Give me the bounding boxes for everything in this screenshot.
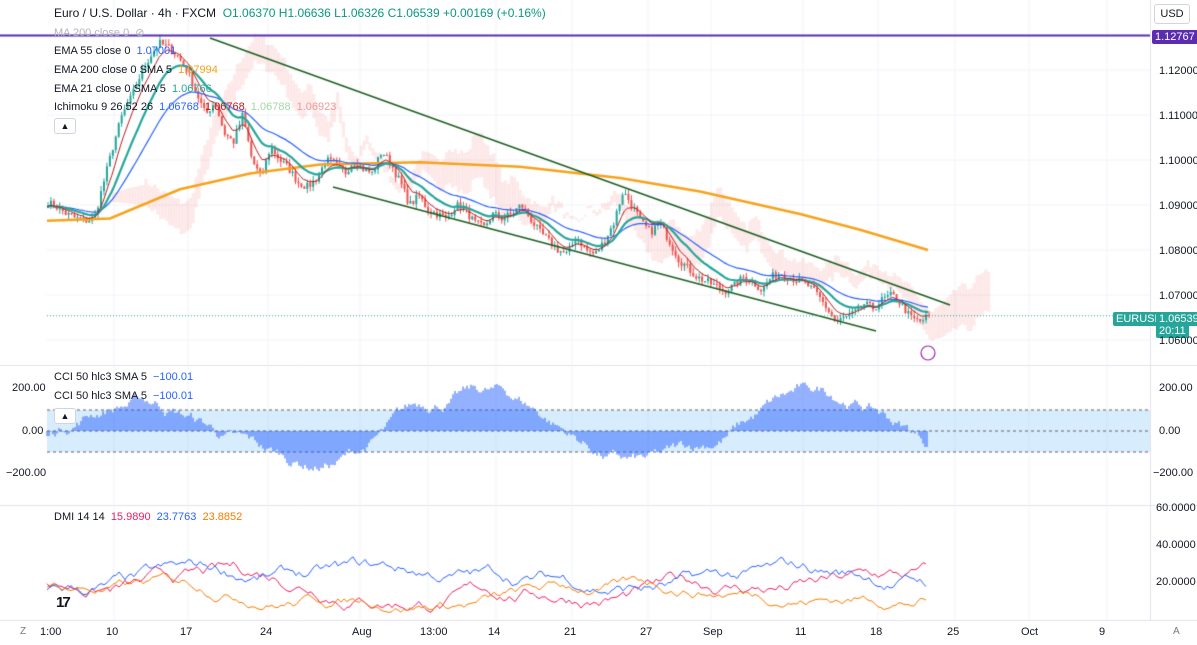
ema200-label: EMA 200 close 0 SMA 5 [54, 64, 173, 76]
countdown-tag: 20:11 [1156, 324, 1189, 338]
last-price-tag: 1.06539 [1156, 312, 1197, 326]
time-tick: 18 [870, 626, 883, 638]
cci-tick-left: −200.00 [6, 467, 47, 479]
ichimoku-label: Ichimoku 9 26 52 26 [54, 101, 154, 113]
legend-ema200[interactable]: EMA 200 close 0 SMA 5 1.07994 [54, 64, 221, 76]
cci-tick-left: 0.00 [22, 425, 44, 437]
time-tick: 17 [180, 626, 193, 638]
cci2-label: CCI 50 hlc3 SMA 5 [54, 390, 147, 402]
dmi-plus: 15.9890 [110, 511, 151, 523]
close-value: C1.06539 [387, 6, 440, 20]
price-tick: 1.09000 [1159, 200, 1197, 212]
cci-tick-right: 0.00 [1159, 425, 1181, 437]
cci-tick-right: −200.00 [1153, 467, 1194, 479]
symbol-title[interactable]: Euro / U.S. Dollar · 4h · FXCM [54, 6, 217, 20]
ema55-label: EMA 55 close 0 [54, 45, 131, 57]
cci-tick-left: 200.00 [12, 382, 46, 394]
legend-cci-2[interactable]: CCI 50 hlc3 SMA 5 −100.01 [54, 390, 196, 402]
ichimoku-v2: 1.06768 [204, 101, 245, 113]
legend-dmi[interactable]: DMI 14 14 15.9890 23.7763 23.8852 [54, 511, 245, 523]
price-tick: 1.10000 [1159, 155, 1197, 167]
ema55-value: 1.07001 [136, 45, 177, 57]
auto-scale-label[interactable]: A [1173, 626, 1180, 637]
legend-cci-1[interactable]: CCI 50 hlc3 SMA 5 −100.01 [54, 371, 196, 383]
legend-ema21[interactable]: EMA 21 close 0 SMA 5 1.06766 [54, 83, 215, 95]
low-value: L1.06326 [334, 6, 385, 20]
ema21-value: 1.06766 [171, 83, 212, 95]
time-tick: 9 [1099, 626, 1106, 638]
time-tick: Sep [703, 626, 723, 638]
dmi-minus: 23.7763 [156, 511, 197, 523]
price-tick: 1.08000 [1159, 245, 1197, 257]
price-tick: 1.11000 [1159, 110, 1197, 122]
ma200-label: MA 200 close 0 [54, 27, 130, 39]
ichimoku-v1: 1.06768 [159, 101, 199, 113]
collapse-cci-button[interactable]: ▲ [54, 408, 76, 424]
ichimoku-v4: 1.06923 [296, 101, 337, 113]
dmi-adx: 23.8852 [202, 511, 243, 523]
time-tick: 24 [260, 626, 273, 638]
time-tick: Aug [352, 626, 372, 638]
time-tick: 25 [947, 626, 960, 638]
zoom-left-label[interactable]: Z [20, 626, 27, 637]
legend-ema55[interactable]: EMA 55 close 0 1.07001 [54, 45, 179, 57]
time-tick: 21 [564, 626, 577, 638]
cci1-value: −100.01 [153, 371, 194, 383]
time-tick: 27 [640, 626, 653, 638]
collapse-legend-button[interactable]: ▲ [54, 118, 76, 134]
legend-ichimoku[interactable]: Ichimoku 9 26 52 26 1.06768 1.06768 1.06… [54, 101, 339, 113]
time-tick: 1:00 [40, 626, 62, 638]
time-tick: 13:00 [420, 626, 448, 638]
cci2-value: −100.01 [153, 390, 194, 402]
time-tick: Oct [1021, 626, 1039, 638]
time-tick: 14 [488, 626, 501, 638]
price-tick: 1.06000 [1159, 335, 1197, 347]
ema200-value: 1.07994 [178, 64, 218, 76]
legend-ma200[interactable]: MA 200 close 0 ⊘ [54, 26, 148, 39]
tradingview-logo[interactable]: 17 [56, 594, 71, 611]
ema21-label: EMA 21 close 0 SMA 5 [54, 83, 166, 95]
open-value: O1.06370 [222, 6, 276, 20]
price-tick: 1.07000 [1159, 290, 1197, 302]
time-tick: 10 [106, 626, 119, 638]
change-value: +0.00169 (+0.16%) [442, 6, 546, 20]
time-tick: 11 [795, 626, 807, 638]
high-value: H1.06636 [278, 6, 331, 20]
dmi-tick: 40.0000 [1156, 539, 1196, 551]
symbol-tag: EURUSD [1113, 312, 1166, 326]
cci1-label: CCI 50 hlc3 SMA 5 [54, 371, 147, 383]
price-tick: 1.12000 [1159, 65, 1197, 77]
cci-tick-right: 200.00 [1159, 382, 1193, 394]
eye-off-icon[interactable]: ⊘ [135, 27, 145, 39]
ichimoku-v3: 1.06788 [250, 101, 291, 113]
chart-header: Euro / U.S. Dollar · 4h · FXCM O1.06370 … [54, 6, 546, 20]
currency-button[interactable]: USD [1154, 4, 1190, 24]
dmi-tick: 20.0000 [1156, 576, 1196, 588]
top-line-price-tag: 1.12767 [1152, 30, 1197, 44]
dmi-tick: 60.0000 [1156, 502, 1196, 514]
dmi-label: DMI 14 14 [54, 511, 105, 523]
